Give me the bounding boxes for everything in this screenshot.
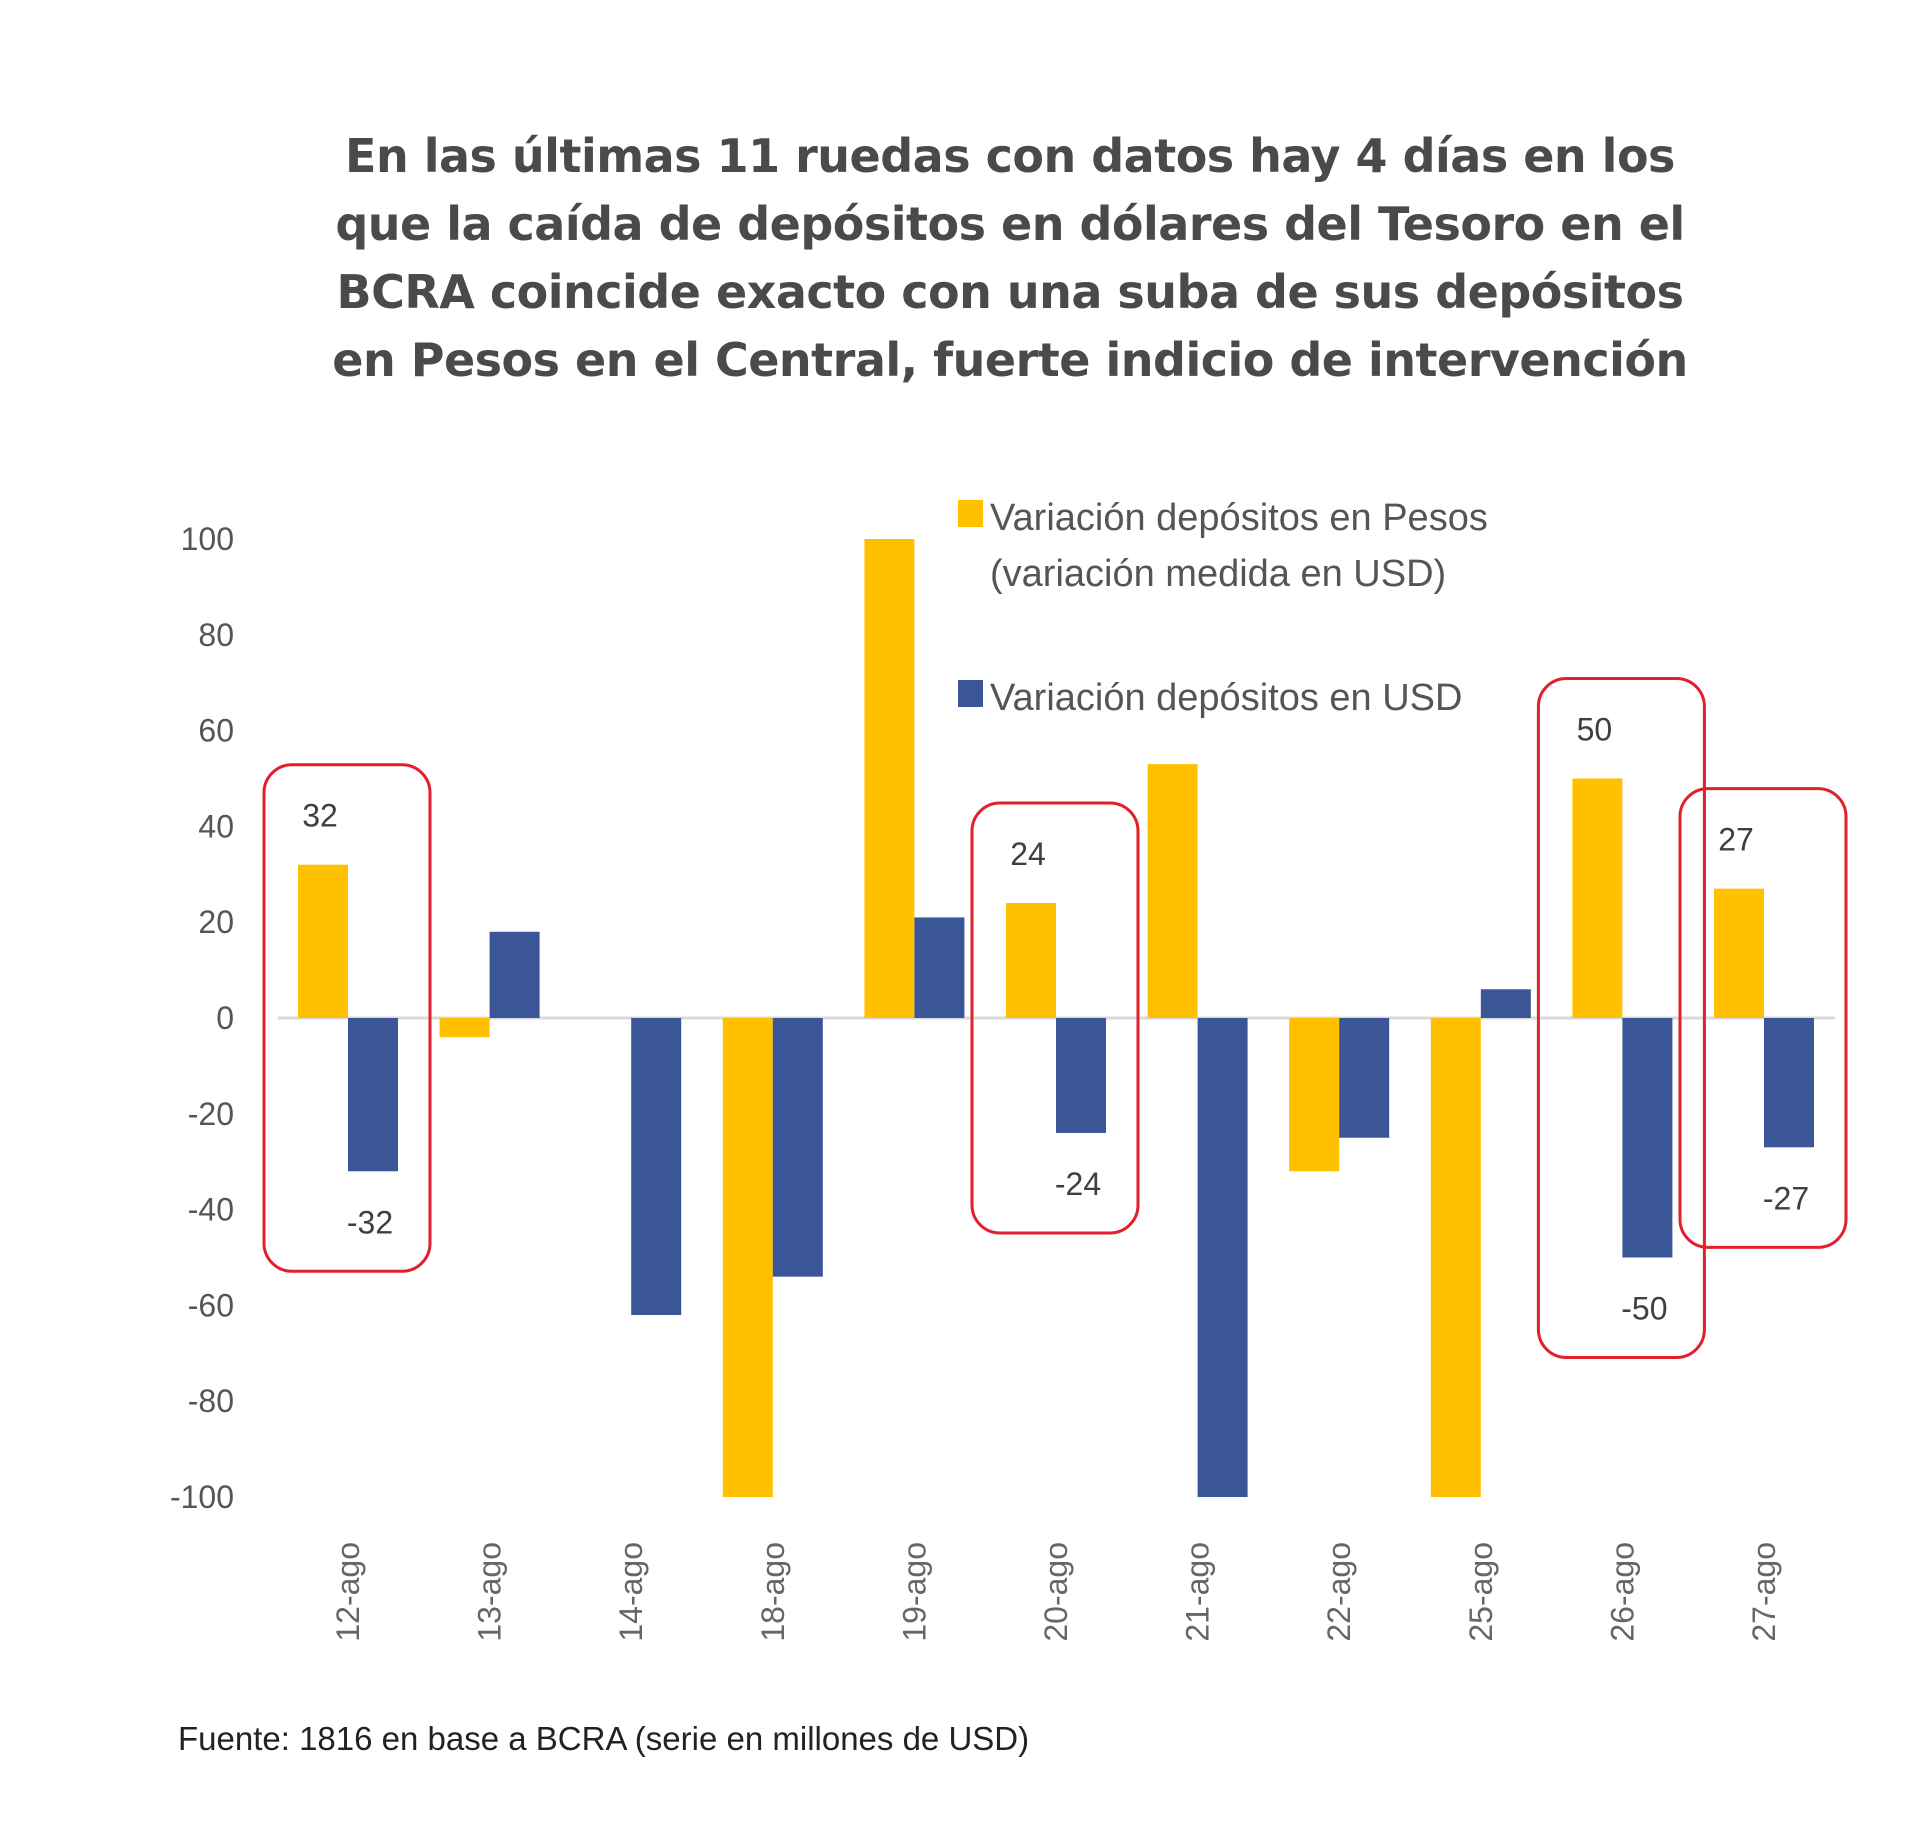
legend-swatch-pesos [958,500,983,527]
y-tick-label: -80 [188,1383,234,1419]
bar-usd [489,931,540,1018]
y-tick-label: -100 [170,1479,234,1515]
legend-label: Variación depósitos en USD [990,677,1462,719]
title-line: BCRA coincide exacto con una suba de sus… [336,265,1684,319]
highlight-box [1678,787,1848,1249]
bar-pesos [864,539,915,1018]
bar-pesos [1572,778,1623,1018]
bar-pesos [1714,888,1764,1018]
bar-usd [1622,1018,1673,1258]
bar-pesos [1006,903,1056,1018]
data-label-usd: -27 [1763,1180,1809,1216]
bar-usd [1480,989,1531,1018]
data-label-pesos: 50 [1577,712,1613,748]
legend-swatch-usd [958,680,983,707]
x-tick-label: 21-ago [1180,1542,1216,1642]
highlight-box [970,801,1140,1235]
y-tick-label: 20 [198,904,234,940]
bar-usd [1339,1018,1390,1138]
data-label-pesos: 27 [1718,822,1754,858]
y-tick-label: 100 [181,521,234,557]
bars [298,539,1814,1497]
data-label-usd: -32 [347,1204,393,1240]
data-labels: 32 -32 24 -24 50 -50 27 -27 [302,712,1809,1327]
data-label-usd: -24 [1055,1166,1101,1202]
x-tick-label: 14-ago [613,1542,649,1642]
x-tick-label: 25-ago [1463,1542,1499,1642]
bar-pesos [439,1018,490,1038]
bar-pesos [298,864,348,1018]
bar-pesos [722,1018,773,1497]
bar-pesos [1430,1018,1481,1497]
y-tick-label: -20 [188,1096,234,1132]
data-label-usd: -50 [1621,1291,1667,1327]
y-tick-label: 80 [198,617,234,653]
y-tick-label: -60 [188,1287,234,1323]
legend: Variación depósitos en Pesos (variación m… [958,497,1488,719]
title-line: en Pesos en el Central, fuerte indicio d… [332,333,1688,387]
bar-pesos [1289,1018,1340,1172]
title-line: En las últimas 11 ruedas con datos hay 4… [345,129,1675,183]
highlight-box [262,763,432,1273]
x-tick-label: 19-ago [896,1542,932,1642]
highlight-box [1536,677,1706,1359]
y-tick-label: 40 [198,808,234,844]
legend-label: Variación depósitos en Pesos [990,497,1488,539]
x-tick-label: 18-ago [755,1542,791,1642]
x-tick-label: 13-ago [472,1542,508,1642]
bar-usd [1197,1018,1248,1497]
x-tick-label: 27-ago [1746,1542,1782,1642]
bar-usd [1056,1018,1106,1133]
bar-usd [914,917,965,1018]
bar-usd [1764,1018,1814,1148]
chart-title: En las últimas 11 ruedas con datos hay 4… [300,122,1720,394]
y-tick-label: 0 [216,1000,234,1036]
highlight-boxes [262,677,1848,1359]
data-label-pesos: 32 [302,798,338,834]
title-line: que la caída de depósitos en dólares del… [335,197,1685,251]
legend-label: (variación medida en USD) [990,553,1446,595]
y-tick-label: 60 [198,713,234,749]
x-tick-label: 12-ago [330,1542,366,1642]
y-axis: 100 80 60 40 20 0 -20 -40 -60 -80 -100 [170,521,234,1515]
data-label-pesos: 24 [1010,836,1046,872]
y-tick-label: -40 [188,1192,234,1228]
bar-usd [348,1018,398,1172]
bar-usd [631,1018,682,1315]
source-note: Fuente: 1816 en base a BCRA (serie en mi… [178,1720,1030,1757]
bar-pesos [1147,764,1198,1018]
x-tick-label: 26-ago [1604,1542,1640,1642]
x-tick-label: 20-ago [1038,1542,1074,1642]
x-axis: 12-ago 13-ago 14-ago 18-ago 19-ago 20-ago 21-a… [330,1542,1782,1642]
bar-usd [772,1018,823,1277]
x-tick-label: 22-ago [1321,1542,1357,1642]
